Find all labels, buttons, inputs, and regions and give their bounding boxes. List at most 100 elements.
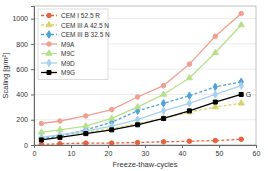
legend-label: CEM I 52.5 R: [61, 12, 100, 19]
tick: 30: [142, 145, 150, 157]
x-axis-title: Freeze-thaw-cycles: [112, 160, 177, 169]
series-line: [41, 86, 241, 138]
tick-mark: [71, 145, 72, 148]
series-markers: [39, 78, 243, 142]
tick-label: 200: [16, 116, 28, 123]
marker: [58, 141, 63, 145]
tick-mark: [145, 145, 146, 148]
marker: [239, 82, 243, 89]
marker: [84, 127, 88, 134]
marker: [58, 135, 62, 139]
marker: [213, 91, 217, 98]
marker: [135, 95, 140, 100]
tick-label: 10: [68, 150, 76, 157]
series-line: [41, 14, 241, 124]
tick: 200: [16, 116, 34, 123]
marker: [212, 49, 218, 54]
series-line: [41, 94, 241, 139]
tick-label: 600: [16, 66, 28, 73]
plot-frame: [34, 6, 256, 145]
series-markers: [39, 92, 243, 141]
marker: [109, 141, 114, 145]
tick-mark: [256, 145, 257, 148]
legend-box: [38, 9, 108, 80]
tick-label: 30: [142, 150, 150, 157]
marker: [161, 107, 165, 114]
marker: [110, 128, 114, 132]
series-markers: [39, 11, 243, 125]
marker: [162, 116, 166, 120]
series-line: [41, 139, 241, 144]
legend-marker: [47, 71, 51, 75]
marker: [187, 109, 191, 113]
tick-mark: [219, 145, 220, 148]
marker: [213, 83, 217, 90]
legend-label: CEM III A 42.5 N: [61, 22, 109, 29]
marker: [187, 100, 191, 107]
tick: 10: [68, 145, 76, 157]
marker: [186, 109, 192, 114]
legend-label: M9D: [61, 60, 75, 67]
tick-label: 800: [16, 41, 28, 48]
marker: [239, 137, 244, 142]
series-line: [41, 103, 241, 137]
legend-marker: [46, 50, 52, 55]
tick: 0: [33, 145, 37, 157]
marker: [135, 104, 141, 109]
plot: 010203040506002004006008001000GCEM I 52.…: [12, 6, 260, 157]
marker: [161, 140, 166, 145]
tick-mark: [31, 19, 34, 20]
tick-label: 1000: [12, 15, 28, 22]
y-axis-title: Scaling [g/m²]: [1, 53, 10, 99]
marker: [187, 62, 192, 67]
marker: [213, 100, 217, 104]
marker: [187, 139, 192, 144]
tick-mark: [108, 145, 109, 148]
tick-mark: [31, 94, 34, 95]
axis-line: [31, 7, 35, 146]
legend-item: M9G: [41, 69, 75, 76]
marker: [84, 114, 89, 119]
marker: [213, 138, 218, 143]
tick: 40: [179, 145, 187, 157]
tick-label: 40: [179, 150, 187, 157]
legend-marker: [47, 59, 51, 66]
legend-marker: [47, 42, 52, 47]
tick: 20: [105, 145, 113, 157]
legend-label: CEM III B 32.5 N: [61, 31, 110, 38]
marker: [187, 92, 191, 99]
tick-label: 60: [253, 150, 261, 157]
marker: [186, 75, 192, 80]
marker: [161, 100, 165, 107]
tick: 600: [16, 66, 34, 73]
tick-label: 50: [216, 150, 224, 157]
marker: [39, 121, 44, 126]
marker: [161, 83, 166, 88]
marker: [160, 115, 166, 120]
marker: [239, 92, 243, 96]
marker: [58, 131, 62, 138]
series-markers: [39, 137, 243, 145]
tick-mark: [31, 69, 34, 70]
marker: [39, 138, 43, 142]
series-line: [41, 82, 241, 139]
y-axis: 0 200 400 600 800 1000: [12, 7, 34, 149]
legend: CEM I 52.5 R CEM III A 42.5 N CEM III B 32…: [38, 9, 110, 80]
marker: [109, 107, 114, 112]
legend-item: M9C: [41, 50, 75, 57]
marker: [239, 11, 244, 16]
marker: [58, 119, 63, 124]
legend-item: CEM III B 32.5 N: [41, 31, 110, 38]
tick-mark: [31, 120, 34, 121]
marker: [84, 141, 89, 145]
series-markers: [39, 82, 243, 141]
tick: 400: [16, 91, 34, 98]
axis-line: [35, 146, 257, 149]
tick-label: 0: [24, 142, 28, 149]
tick: 60: [253, 145, 261, 157]
grid: [34, 19, 256, 145]
marker: [238, 100, 244, 105]
tick: 0: [24, 142, 34, 149]
legend-marker: [47, 13, 52, 18]
marker: [136, 123, 140, 127]
